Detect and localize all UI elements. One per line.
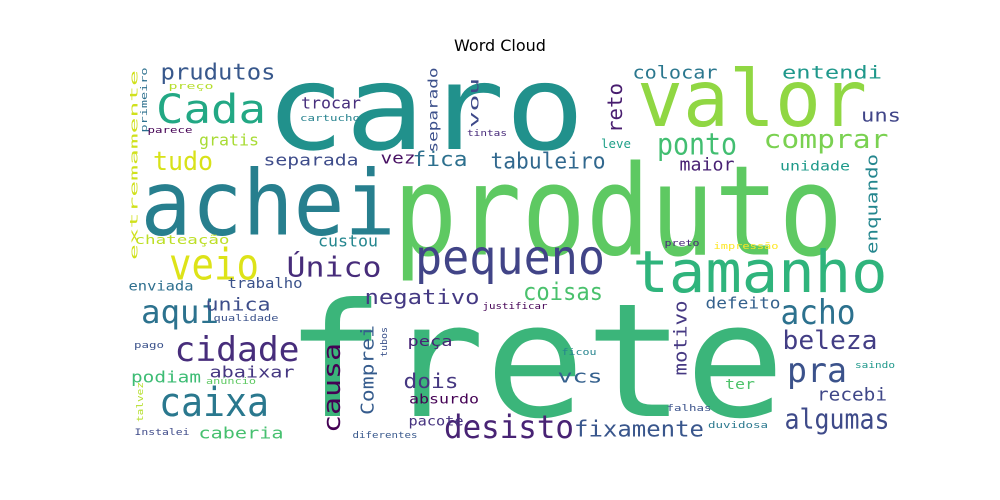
word-15: pra xyxy=(787,351,847,391)
word-63: preço xyxy=(169,82,214,92)
word-10: caixa xyxy=(159,380,269,426)
word-57: separado xyxy=(427,68,442,153)
word-7: pequeno xyxy=(415,230,605,286)
word-1: frete xyxy=(285,270,785,454)
word-70: ficou xyxy=(562,348,597,358)
word-74: Instalei xyxy=(135,428,190,438)
word-36: motivo xyxy=(671,301,692,376)
word-24: causa xyxy=(318,343,346,433)
word-80: impressão xyxy=(714,242,779,252)
word-61: extremamente xyxy=(128,70,141,260)
word-65: tintas xyxy=(467,129,507,139)
word-13: Único xyxy=(287,250,382,284)
word-79: preto xyxy=(665,239,700,249)
word-5: valor xyxy=(637,55,867,145)
word-4: achei xyxy=(141,152,396,257)
word-2: produto xyxy=(393,140,843,285)
word-54: pacote xyxy=(409,415,464,430)
word-29: dois xyxy=(404,369,459,393)
chart-title: Word Cloud xyxy=(454,36,546,55)
word-38: gratis xyxy=(199,131,259,150)
word-44: unica xyxy=(206,295,271,316)
word-31: entendi xyxy=(782,63,882,84)
word-41: recebi xyxy=(817,385,887,406)
word-42: vcs xyxy=(558,367,603,388)
word-3: caro xyxy=(265,39,585,177)
word-49: vez xyxy=(381,149,416,168)
word-9: Cada xyxy=(156,87,266,133)
word-20: comprar xyxy=(764,125,889,155)
word-59: leve xyxy=(601,137,631,151)
word-56: unidade xyxy=(780,160,850,175)
word-76: falhas xyxy=(667,404,712,414)
word-78: saindo xyxy=(855,361,895,371)
word-53: absurdo xyxy=(409,393,479,408)
word-25: tabuleiro xyxy=(491,150,606,175)
word-34: reto xyxy=(603,83,627,133)
word-58: vou xyxy=(468,78,483,128)
word-16: desisto xyxy=(444,408,574,446)
word-64: cartucho xyxy=(300,114,360,124)
word-22: tudo xyxy=(153,147,213,177)
word-43: defeito xyxy=(706,294,781,313)
word-71: pago xyxy=(134,341,164,351)
word-47: podiam xyxy=(131,368,201,387)
word-27: negativo xyxy=(365,285,480,309)
word-18: beleza xyxy=(783,326,878,356)
word-21: coisas xyxy=(523,278,603,306)
word-75: diferentes xyxy=(353,431,418,441)
word-6: tamanho xyxy=(633,238,888,306)
word-66: parece xyxy=(148,126,193,136)
word-23: prudutos xyxy=(161,61,276,86)
word-60: chateação xyxy=(135,233,230,247)
word-8: veio xyxy=(169,240,259,291)
word-67: justificar xyxy=(483,302,549,312)
word-33: separada xyxy=(264,151,359,170)
word-14: acho xyxy=(781,293,856,333)
word-39: uns xyxy=(861,106,901,127)
word-68: qualidade xyxy=(214,314,279,324)
word-62: primeiro xyxy=(140,68,150,133)
word-77: duvidosa xyxy=(708,421,768,431)
word-37: enquando xyxy=(863,154,882,254)
word-69: tubos xyxy=(380,327,390,357)
word-46: abaixar xyxy=(210,363,295,382)
word-51: peça xyxy=(408,334,453,350)
word-73: talvez xyxy=(136,382,146,422)
word-19: ponto xyxy=(657,128,737,163)
word-50: trabalho xyxy=(228,276,303,292)
word-55: ter xyxy=(725,377,755,393)
word-35: Comprei xyxy=(358,325,379,415)
word-40: maior xyxy=(680,155,735,176)
word-32: custou xyxy=(318,232,378,251)
word-30: colocar xyxy=(633,63,718,84)
word-48: caberia xyxy=(199,424,284,443)
word-12: aqui xyxy=(141,293,219,331)
word-52: enviada xyxy=(129,280,194,295)
word-45: trocar xyxy=(301,94,361,113)
word-26: fixamente xyxy=(574,418,704,443)
word-11: cidade xyxy=(175,330,300,370)
word-28: fica xyxy=(413,147,468,171)
word-17: algumas xyxy=(785,403,890,436)
word-72: anúncio xyxy=(206,377,256,387)
